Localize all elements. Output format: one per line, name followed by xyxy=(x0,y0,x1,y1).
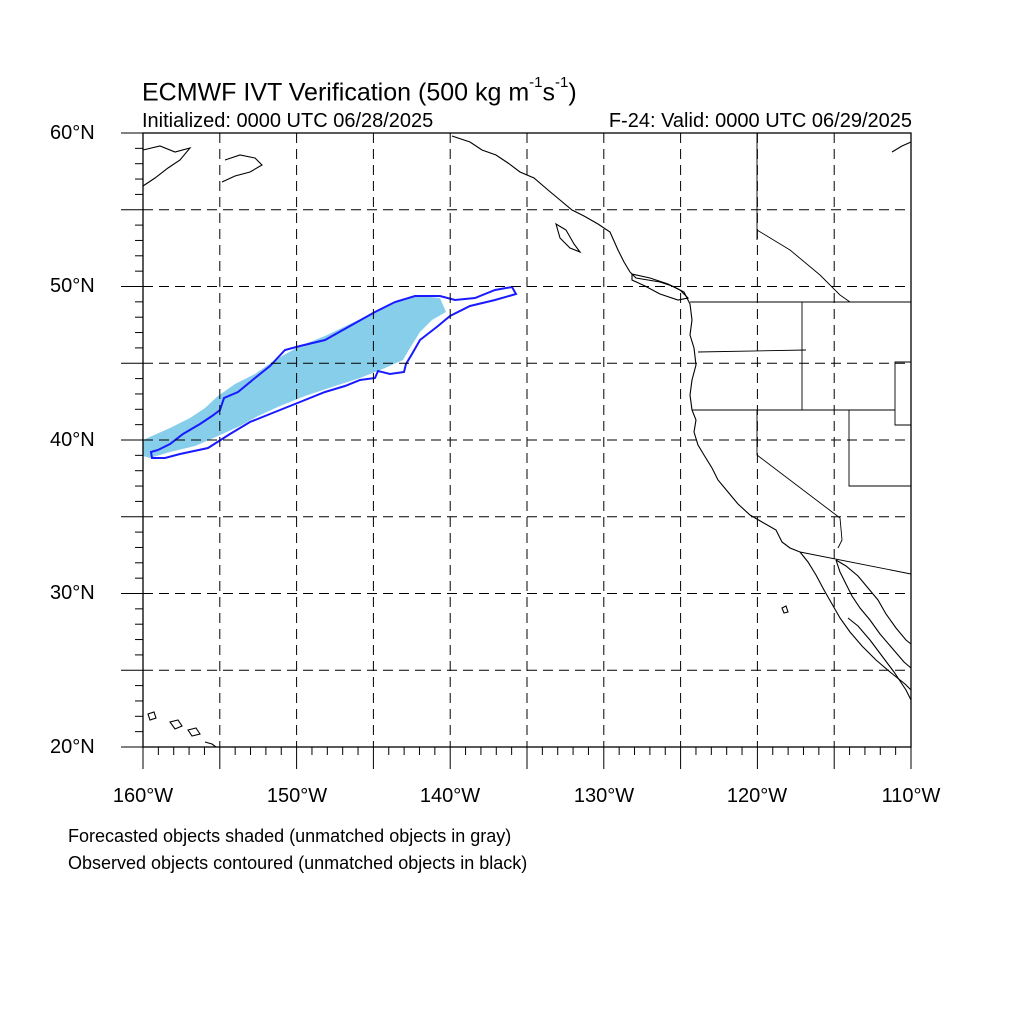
political-border xyxy=(894,361,912,426)
political-border xyxy=(837,517,843,549)
coastline-segment xyxy=(835,559,912,669)
political-border xyxy=(848,410,911,487)
lat-label-20n: 20°N xyxy=(50,736,95,758)
graticule-grid xyxy=(143,133,911,747)
coastline-segment xyxy=(631,273,690,301)
lon-label-120w: 120°W xyxy=(726,785,788,807)
political-border xyxy=(756,229,851,303)
coastline-segment xyxy=(629,271,801,553)
map-frame xyxy=(142,132,912,748)
forecast-ivt-object xyxy=(143,296,446,458)
coastline-segment xyxy=(847,617,912,701)
valid-time: F-24: Valid: 0000 UTC 06/29/2025 xyxy=(608,110,912,132)
lat-label-40n: 40°N xyxy=(50,429,95,451)
coastline-segment xyxy=(555,222,582,254)
coastline-segment xyxy=(781,605,789,614)
political-border xyxy=(756,410,841,519)
coastline-segment xyxy=(187,727,201,737)
coastline-segment xyxy=(169,719,183,730)
political-border xyxy=(697,349,807,353)
lon-label-110w: 110°W xyxy=(881,785,941,807)
footnote-observed: Observed objects contoured (unmatched ob… xyxy=(68,853,528,873)
map-title: ECMWF IVT Verification (500 kg m-1s-1) xyxy=(142,74,577,107)
coastline-segment xyxy=(891,141,912,153)
lon-label-160w: 160°W xyxy=(112,785,174,807)
coastline-segment xyxy=(835,559,912,645)
coastline-segment xyxy=(799,551,912,691)
lat-label-50n: 50°N xyxy=(50,275,95,297)
lon-label-150w: 150°W xyxy=(266,785,328,807)
lon-label-130w: 130°W xyxy=(573,785,635,807)
coastline-segment xyxy=(142,145,192,187)
coastline-segment xyxy=(204,741,217,748)
lat-label-60n: 60°N xyxy=(50,122,95,144)
footnote-forecast: Forecasted objects shaded (unmatched obj… xyxy=(68,826,512,846)
coastline-segment xyxy=(147,711,157,721)
coastline-segment xyxy=(221,154,263,183)
lon-label-140w: 140°W xyxy=(419,785,481,807)
political-border xyxy=(799,551,912,575)
lat-label-30n: 30°N xyxy=(50,582,95,604)
observed-ivt-contour xyxy=(149,285,518,459)
initialized-time: Initialized: 0000 UTC 06/28/2025 xyxy=(142,110,434,132)
coastline-segment xyxy=(451,135,631,273)
axis-ticks xyxy=(121,132,912,769)
